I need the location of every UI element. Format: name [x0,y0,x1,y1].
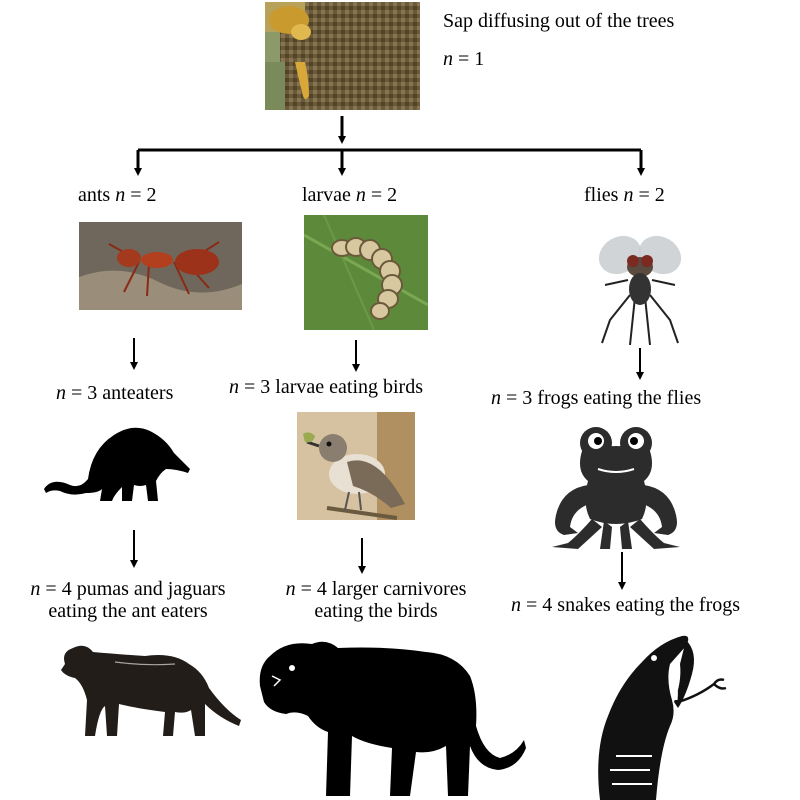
flies-label-text: flies [584,184,619,206]
equals-sign: = [526,594,538,616]
equals-sign: = [130,184,142,206]
pumas-n-value: 4 [61,578,72,600]
n-symbol: n [229,376,239,398]
flies-label: flies n = 2 [584,184,665,206]
anteaters-n-value: 3 [87,382,98,404]
frogs-label-text: frogs eating the flies [537,387,702,409]
carnivores-label: n = 4 larger carnivores eating the birds [256,578,496,622]
ants-label-text: ants [78,184,111,206]
tiger-silhouette [256,636,528,798]
carnivores-label-text-1: larger carnivores [331,578,467,600]
larvae-n-value: 2 [387,184,398,206]
root-n-value: 1 [474,48,485,70]
pumas-label-line1: n = 4 pumas and jaguars [0,578,256,600]
equals-sign: = [638,184,650,206]
n-symbol: n [115,184,126,206]
equals-sign: = [370,184,383,206]
snake-silhouette [590,630,730,800]
birds-label: n = 3 larvae eating birds [229,376,423,398]
frogs-n-value: 3 [522,387,533,409]
snakes-label: n = 4 snakes eating the frogs [511,594,740,616]
root-label-text: Sap diffusing out of the trees [443,10,675,32]
n-symbol: n [511,594,521,616]
n-symbol: n [355,184,366,206]
ant-photo [79,222,242,310]
ants-label: ants n = 2 [78,184,157,206]
larva-photo [304,215,428,330]
frogs-label: n = 3 frogs eating the flies [491,387,701,409]
root-label: Sap diffusing out of the trees [443,10,674,32]
birds-label-text: larvae eating birds [275,376,423,398]
flies-n-value: 2 [654,184,665,206]
n-symbol: n [623,184,634,206]
equals-sign: = [71,382,83,404]
n-symbol: n [285,578,296,600]
bird-photo [297,412,415,520]
n-symbol: n [443,48,453,70]
carnivores-label-line2: eating the birds [314,600,438,622]
equals-sign: = [506,387,518,409]
pumas-label-text-1: pumas and jaguars [76,578,226,600]
anteater-silhouette [42,415,192,505]
birds-n-value: 3 [260,376,271,398]
puma-silhouette [55,640,245,740]
equals-sign: = [458,48,470,70]
tree-sap-photo [265,2,420,110]
larvae-label-text: larvae [302,184,351,206]
n-symbol: n [491,387,501,409]
n-symbol: n [30,578,41,600]
anteaters-label-text: anteaters [102,382,174,404]
snakes-n-value: 4 [542,594,553,616]
pumas-label-line2: eating the ant eaters [48,600,208,622]
larvae-label: larvae n = 2 [302,184,397,206]
carnivores-label-line1: n = 4 larger carnivores [256,578,496,600]
equals-sign: = [244,376,256,398]
anteaters-label: n = 3 anteaters [56,382,173,404]
equals-sign: = [45,578,57,600]
n-symbol: n [56,382,66,404]
ants-n-value: 2 [146,184,157,206]
carnivores-n-value: 4 [316,578,327,600]
equals-sign: = [300,578,312,600]
pumas-label: n = 4 pumas and jaguars eating the ant e… [0,578,256,622]
snakes-label-text: snakes eating the frogs [557,594,741,616]
fly-photo [590,225,690,345]
frog-silhouette [548,423,684,553]
root-n: n = 1 [443,48,484,70]
